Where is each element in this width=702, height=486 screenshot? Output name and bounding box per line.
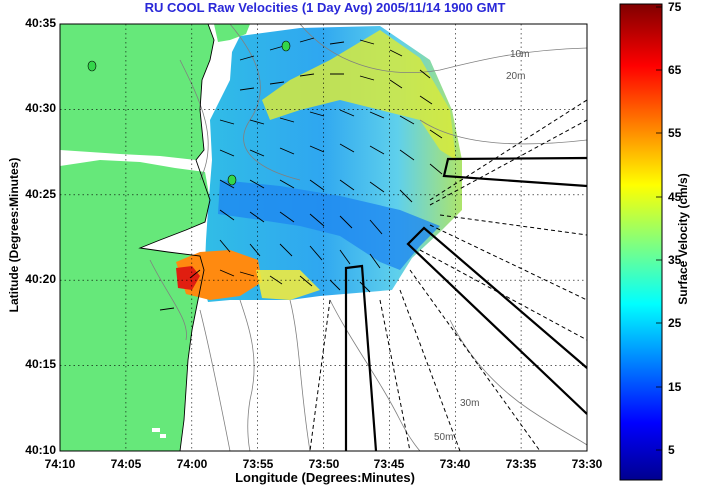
x-axis-label: Longitude (Degrees:Minutes) (235, 470, 415, 485)
contour-label-50m: 50m (434, 432, 453, 443)
x-tick-label: 74:10 (44, 457, 76, 471)
land-new-jersey (60, 160, 210, 451)
colorbar-tick-label: 65 (668, 63, 682, 77)
land-gaps (152, 428, 166, 438)
colorbar (619, 3, 663, 481)
x-tick-label: 73:30 (571, 457, 603, 471)
colorbar-tick-label: 35 (668, 253, 682, 267)
chart-title: RU COOL Raw Velocities (1 Day Avg) 2005/… (144, 0, 506, 15)
y-tick-label: 40:25 (25, 187, 56, 201)
velocity-hotspot (176, 250, 262, 300)
plot-frame (59, 23, 588, 452)
contour-label-20m: 20m (506, 71, 525, 82)
land-staten-island (60, 24, 214, 160)
velocity-vectors (159, 37, 443, 311)
y-tick-label: 40:20 (25, 272, 56, 286)
velocity-yellow-zone (262, 30, 456, 160)
velocity-hotspot-core (176, 266, 200, 290)
land-long-island (214, 24, 250, 42)
contour-labels: 10m 20m 30m 50m (434, 49, 529, 443)
x-tick-label: 73:50 (308, 457, 340, 471)
x-tick-label: 74:05 (110, 457, 142, 471)
colorbar-tick-label: 45 (668, 190, 682, 204)
colorbar-tick-label: 75 (668, 0, 682, 14)
y-tick-label: 40:15 (25, 357, 56, 371)
coastline (138, 24, 215, 451)
grid-lines (60, 24, 587, 451)
x-tick-label: 73:35 (505, 457, 537, 471)
velocity-blue-core (218, 180, 440, 270)
station-marker (227, 174, 237, 186)
colorbar-label: Surface Velocity (cm/s) (676, 173, 690, 305)
colorbar-tick-label: 25 (668, 316, 682, 330)
x-tick-label: 73:40 (439, 457, 471, 471)
station-marker (281, 40, 291, 52)
y-tick-label: 40:35 (25, 16, 56, 30)
y-tick-label: 40:10 (25, 443, 56, 457)
x-tick-label: 74:00 (176, 457, 208, 471)
colorbar-ticks (656, 6, 662, 451)
contour-label-10m: 10m (510, 49, 529, 60)
y-tick-label: 40:30 (25, 101, 56, 115)
radar-stations (87, 40, 291, 186)
y-axis-label: Latitude (Degrees:Minutes) (7, 157, 21, 313)
station-marker (87, 60, 97, 72)
colorbar-tick-label: 55 (668, 126, 682, 140)
colorbar-tick-label: 5 (668, 443, 675, 457)
contour-label-30m: 30m (460, 398, 479, 409)
x-tick-label: 73:45 (373, 457, 405, 471)
colorbar-tick-label: 15 (668, 380, 682, 394)
x-tick-label: 73:55 (242, 457, 274, 471)
radar-beams (344, 156, 587, 451)
